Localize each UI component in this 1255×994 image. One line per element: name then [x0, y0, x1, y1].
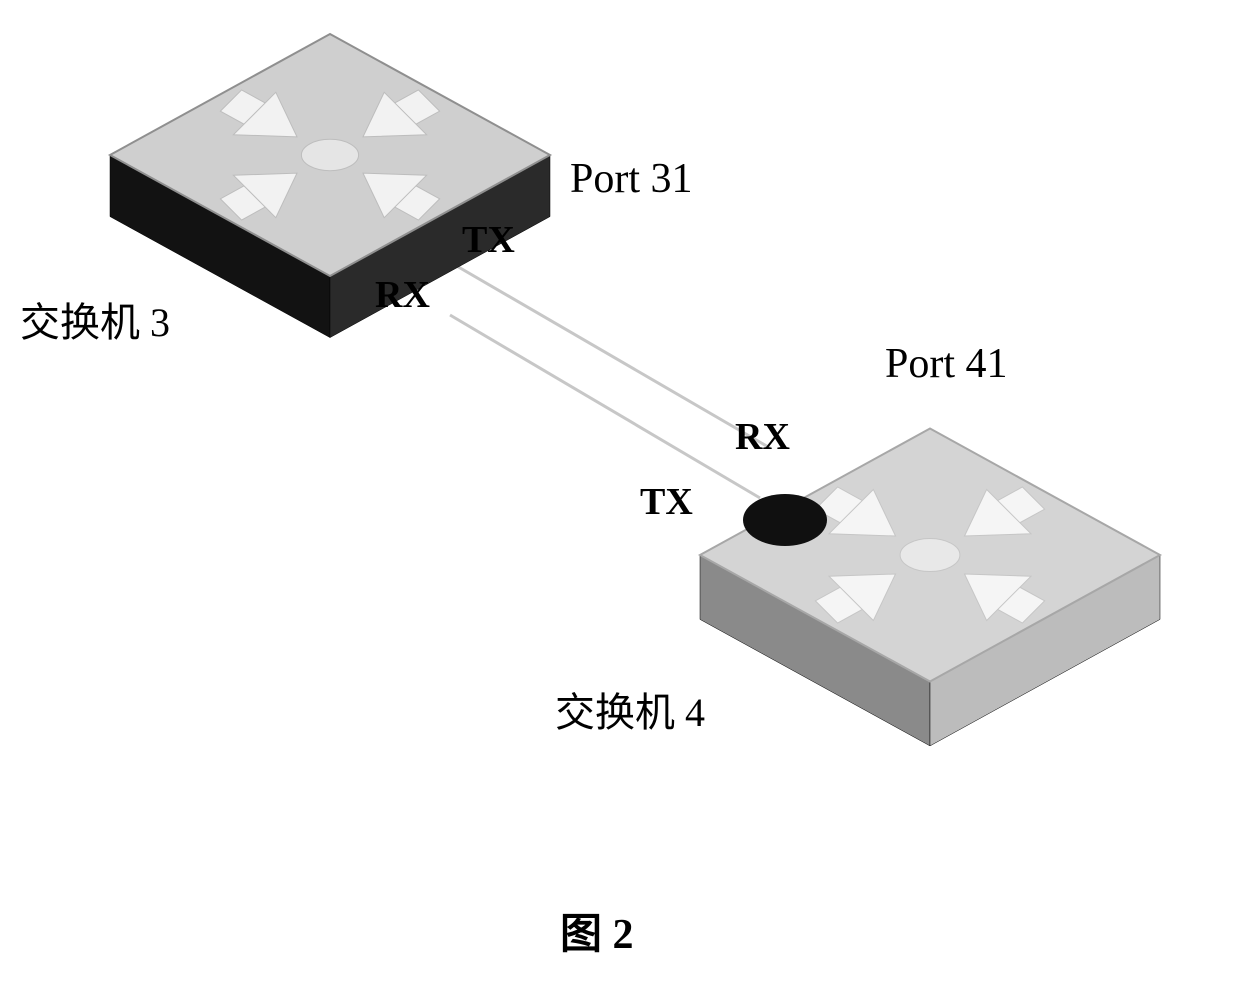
switch3-name: 交换机 3: [20, 290, 170, 348]
switch4-tx-fault-icon: [743, 494, 827, 546]
figure-caption: 图 2: [560, 900, 634, 961]
switch4-name: 交换机 4: [555, 680, 705, 738]
switch-4-icon: [700, 429, 1160, 746]
switch4-tx-label: TX: [640, 480, 693, 524]
diagram-canvas: 交换机 3 Port 31 TX RX 交换机 4 Port 41 TX RX …: [0, 0, 1255, 994]
switch3-port-label: Port 31: [570, 155, 693, 203]
fiber-link-rx31-tx41: [450, 315, 760, 498]
switch4-rx-label: RX: [735, 415, 790, 459]
fiber-link-tx31-rx41: [455, 265, 770, 448]
switch3-tx-label: TX: [462, 218, 515, 262]
switch-3-icon: [110, 34, 550, 338]
switch3-rx-label: RX: [375, 273, 430, 317]
switch4-port-label: Port 41: [885, 340, 1008, 388]
diagram-svg: [0, 0, 1255, 994]
